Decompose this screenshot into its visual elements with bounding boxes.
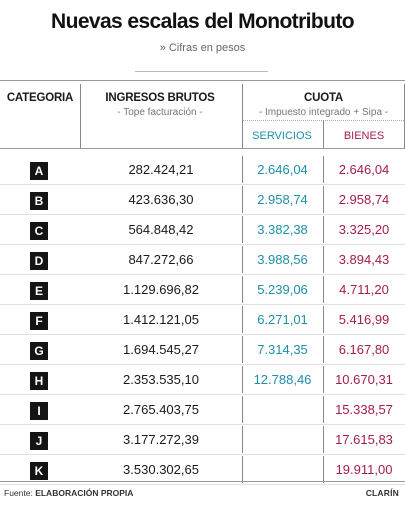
bienes-cell: 6.167,80 — [338, 342, 390, 357]
ingresos-cell: 2.353.535,10 — [123, 372, 199, 387]
ingresos-cell: 564.848,42 — [128, 222, 194, 237]
bienes-cell: 3.894,43 — [338, 252, 390, 267]
ingresos-cell: 1.694.545,27 — [123, 342, 199, 357]
servicios-cell: 7.314,35 — [257, 342, 308, 357]
table-row: G 1.694.545,27 7.314,35 6.167,80 — [0, 336, 405, 366]
ingresos-cell: 847.272,66 — [128, 252, 194, 267]
bienes-cell: 5.416,99 — [338, 312, 390, 327]
ingresos-cell: 3.177.272,39 — [123, 432, 199, 447]
cell-divider — [242, 276, 243, 303]
cell-divider — [242, 426, 243, 453]
table-row: H 2.353.535,10 12.788,46 10.670,31 — [0, 366, 405, 396]
header-ingresos-sub: - Tope facturación - — [117, 107, 203, 118]
category-badge: I — [30, 402, 48, 420]
cell-divider — [323, 426, 324, 453]
table-row: E 1.129.696,82 5.239,06 4.711,20 — [0, 276, 405, 306]
table-row: A 282.424,21 2.646,04 2.646,04 — [0, 156, 405, 186]
bienes-cell: 17.615,83 — [335, 432, 393, 447]
cell-divider — [242, 336, 243, 363]
cell-divider — [323, 396, 324, 423]
servicios-cell: 3.988,56 — [257, 252, 308, 267]
table-row: J 3.177.272,39 17.615,83 — [0, 426, 405, 456]
cell-divider — [242, 306, 243, 333]
servicios-cell: 2.646,04 — [257, 162, 308, 177]
header-divider-2 — [242, 84, 243, 148]
bienes-cell: 4.711,20 — [339, 282, 389, 297]
header-categoria: CATEGORIA — [6, 92, 74, 104]
cell-divider — [323, 306, 324, 333]
bienes-cell: 15.338,57 — [335, 402, 393, 417]
bienes-cell: 2.958,74 — [338, 192, 390, 207]
bienes-cell: 19.911,00 — [335, 462, 393, 477]
source-label: Fuente: — [4, 488, 36, 498]
bienes-cell: 3.325,20 — [338, 222, 390, 237]
table-row: K 3.530.302,65 19.911,00 — [0, 456, 405, 486]
subtitle: » Cifras en pesos — [159, 42, 246, 54]
ingresos-cell: 3.530.302,65 — [123, 462, 199, 477]
category-badge: A — [30, 162, 48, 180]
source-note: Fuente: ELABORACIÓN PROPIA — [4, 488, 133, 498]
footer-rule — [0, 481, 405, 482]
table-row: F 1.412.121,05 6.271,01 5.416,99 — [0, 306, 405, 336]
servicios-cell: 6.271,01 — [257, 312, 308, 327]
cell-divider — [242, 156, 243, 183]
category-badge: E — [30, 282, 48, 300]
bienes-cell: 10.670,31 — [335, 372, 393, 387]
cell-divider — [242, 186, 243, 213]
cell-divider — [323, 276, 324, 303]
cell-divider — [242, 246, 243, 273]
header-cuota: CUOTA — [303, 92, 344, 104]
category-badge: K — [30, 462, 48, 480]
brand-label: CLARÍN — [365, 488, 399, 498]
cell-divider — [323, 246, 324, 273]
header-bottom-rule — [0, 148, 405, 149]
servicios-cell: 5.239,06 — [257, 282, 308, 297]
ingresos-cell: 423.636,30 — [128, 192, 194, 207]
category-badge: B — [30, 192, 48, 210]
bienes-cell: 2.646,04 — [338, 162, 390, 177]
table-body: A 282.424,21 2.646,04 2.646,04 B 423.636,30 2.… — [0, 156, 405, 486]
ingresos-cell: 1.412.121,05 — [123, 312, 199, 327]
cell-divider — [323, 186, 324, 213]
cell-divider — [323, 456, 324, 483]
header-cuota-sub: - Impuesto integrado + Sipa - — [258, 107, 389, 118]
cell-divider — [323, 336, 324, 363]
cell-divider — [323, 366, 324, 393]
cell-divider — [323, 156, 324, 183]
cell-divider — [242, 366, 243, 393]
category-badge: J — [30, 432, 48, 450]
category-badge: D — [30, 252, 48, 270]
header-divider-1 — [80, 84, 81, 148]
cell-divider — [323, 216, 324, 243]
category-badge: G — [30, 342, 48, 360]
ingresos-cell: 1.129.696,82 — [123, 282, 199, 297]
servicios-cell: 12.788,46 — [253, 372, 312, 387]
cell-divider — [242, 456, 243, 483]
servicios-cell: 3.382,38 — [257, 222, 308, 237]
category-badge: F — [30, 312, 48, 330]
source-value: ELABORACIÓN PROPIA — [35, 488, 134, 498]
title-divider — [135, 71, 268, 72]
header-bienes: BIENES — [343, 130, 385, 142]
table-row: B 423.636,30 2.958,74 2.958,74 — [0, 186, 405, 216]
header-top-rule — [0, 80, 405, 81]
cell-divider — [242, 396, 243, 423]
category-badge: C — [30, 222, 48, 240]
category-badge: H — [30, 372, 48, 390]
header-servicios: SERVICIOS — [252, 130, 312, 142]
header-ingresos: INGRESOS BRUTOS — [105, 92, 215, 104]
page-title: Nuevas escalas del Monotributo — [51, 10, 355, 33]
cell-divider — [242, 216, 243, 243]
table-row: I 2.765.403,75 15.338,57 — [0, 396, 405, 426]
ingresos-cell: 2.765.403,75 — [123, 402, 199, 417]
servicios-cell: 2.958,74 — [257, 192, 308, 207]
header-divider-4 — [323, 120, 324, 148]
table-row: C 564.848,42 3.382,38 3.325,20 — [0, 216, 405, 246]
table-row: D 847.272,66 3.988,56 3.894,43 — [0, 246, 405, 276]
ingresos-cell: 282.424,21 — [128, 162, 194, 177]
